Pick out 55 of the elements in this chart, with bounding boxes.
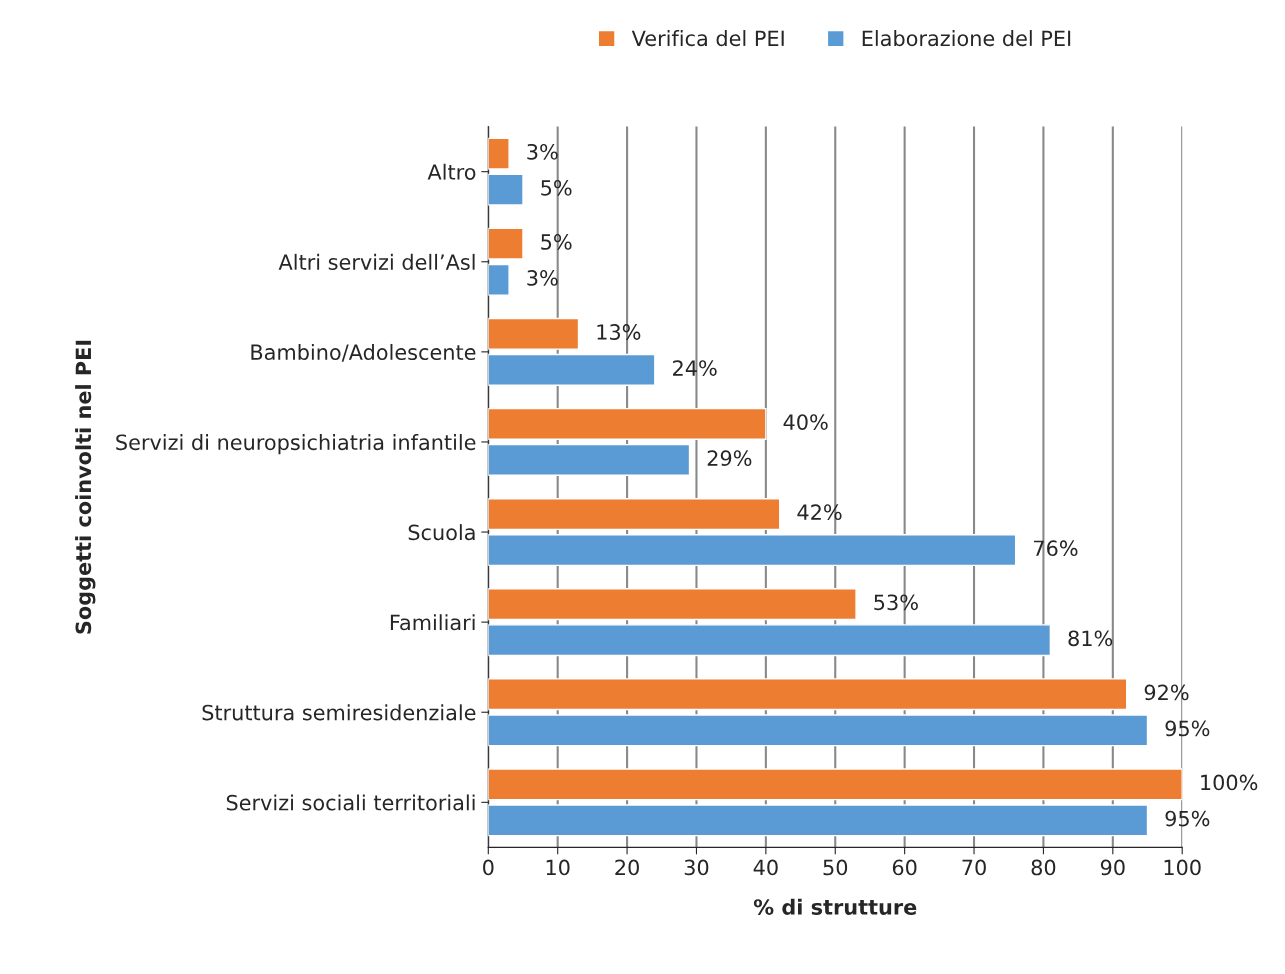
x-tick-label: 20 bbox=[615, 859, 639, 876]
data-label: 24% bbox=[673, 360, 717, 376]
y-axis-title: Soggetti coinvolti nel PEI bbox=[75, 340, 96, 634]
data-label: 40% bbox=[783, 414, 828, 430]
x-tick-label: 0 bbox=[483, 859, 494, 876]
y-tick-label: Familiari bbox=[390, 614, 475, 631]
bar bbox=[488, 407, 767, 440]
y-tick-label: Servizi sociali territoriali bbox=[226, 794, 475, 811]
data-label: 29% bbox=[707, 450, 752, 467]
x-tick-label: 100 bbox=[1164, 859, 1201, 876]
data-label: 13% bbox=[597, 324, 641, 340]
legend-label: Elaborazione del PEI bbox=[862, 30, 1071, 47]
bar bbox=[488, 227, 524, 260]
y-tick-label: Altro bbox=[427, 163, 476, 180]
data-label: 92% bbox=[1144, 684, 1189, 701]
x-tick-label: 40 bbox=[753, 859, 778, 876]
bar bbox=[488, 443, 691, 476]
bar bbox=[488, 263, 510, 296]
y-tick-label: Servizi di neuropsichiatria infantile bbox=[116, 434, 476, 455]
bar bbox=[488, 714, 1149, 747]
x-tick-label: 50 bbox=[823, 859, 848, 876]
data-label: 95% bbox=[1165, 720, 1210, 737]
bar bbox=[488, 173, 524, 206]
bar bbox=[488, 678, 1128, 711]
data-label: 5% bbox=[541, 234, 572, 250]
x-tick-label: 80 bbox=[1031, 859, 1056, 876]
bar bbox=[488, 317, 580, 350]
bar bbox=[488, 768, 1183, 801]
bar bbox=[488, 624, 1052, 657]
data-label: 53% bbox=[874, 594, 918, 611]
x-tick-label: 70 bbox=[962, 859, 986, 876]
data-label: 3% bbox=[527, 270, 558, 286]
data-label: 5% bbox=[541, 179, 572, 196]
bar bbox=[488, 588, 857, 621]
y-tick-label: Struttura semiresidenziale bbox=[202, 704, 476, 721]
x-tick-label: 60 bbox=[892, 859, 917, 876]
x-tick-label: 30 bbox=[684, 859, 709, 876]
data-label: 76% bbox=[1034, 540, 1078, 557]
data-label: 42% bbox=[797, 504, 842, 521]
y-tick-label: Altri servizi dell’Asl bbox=[278, 253, 475, 270]
bar bbox=[488, 804, 1149, 837]
bar bbox=[488, 137, 510, 170]
x-tick-label: 10 bbox=[546, 859, 570, 876]
data-label: 3% bbox=[527, 143, 558, 160]
x-tick-label: 90 bbox=[1100, 859, 1125, 876]
x-axis-title: % di strutture bbox=[753, 898, 917, 915]
y-tick-label: Bambino/Adolescente bbox=[251, 343, 476, 362]
bar bbox=[488, 353, 656, 386]
legend-label: Verifica del PEI bbox=[631, 30, 784, 47]
bar bbox=[488, 534, 1017, 567]
bar bbox=[488, 498, 781, 531]
data-label: 100% bbox=[1201, 774, 1258, 791]
data-label: 81% bbox=[1068, 630, 1113, 647]
y-tick-label: Scuola bbox=[408, 524, 475, 541]
data-label: 95% bbox=[1165, 810, 1210, 827]
